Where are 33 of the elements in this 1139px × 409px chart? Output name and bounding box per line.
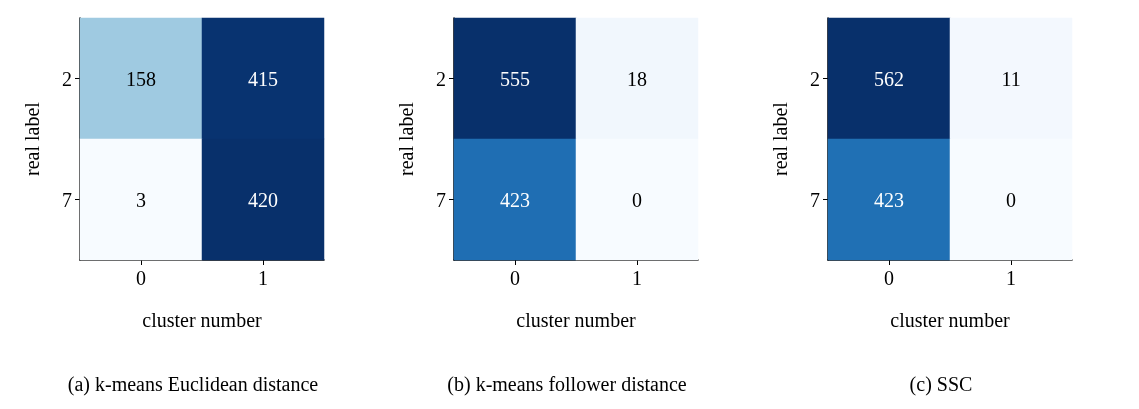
data-label: 0	[632, 188, 642, 211]
x-tick-label: 1	[632, 267, 642, 289]
x-tick-label: 0	[884, 267, 894, 289]
y-axis-title: real label	[769, 101, 791, 176]
data-label: 0	[1006, 188, 1016, 211]
text: (b) k-means follower distance	[447, 373, 687, 396]
y-tick-label: 7	[810, 188, 820, 211]
x-tick-label: 1	[258, 267, 268, 289]
data-label: 158	[126, 67, 156, 90]
x-tick-label: 0	[136, 267, 146, 289]
x-axis-title: cluster number	[890, 309, 1011, 331]
data-label: 420	[248, 188, 278, 211]
data-label: 18	[627, 67, 647, 90]
x-tick-label: 0	[510, 267, 520, 289]
text: (a) k-means Euclidean distance	[67, 373, 319, 396]
x-tick-label: 1	[1006, 267, 1016, 289]
y-tick-label: 7	[436, 188, 446, 211]
data-label: 555	[500, 67, 530, 90]
data-label: 11	[1001, 67, 1021, 90]
y-tick-label: 7	[62, 188, 72, 211]
data-label: 3	[136, 188, 146, 211]
y-tick-label: 2	[436, 67, 446, 90]
y-axis-title: real label	[395, 101, 417, 176]
data-label: 415	[248, 67, 278, 90]
data-label: 423	[500, 188, 530, 211]
data-label: 562	[874, 67, 904, 90]
y-tick-label: 2	[62, 67, 72, 90]
y-tick-label: 2	[810, 67, 820, 90]
x-axis-title: cluster number	[142, 309, 263, 331]
text: (c) SSC	[909, 373, 973, 396]
data-label: 423	[874, 188, 904, 211]
x-axis-title: cluster number	[516, 309, 637, 331]
y-axis-title: real label	[21, 101, 43, 176]
